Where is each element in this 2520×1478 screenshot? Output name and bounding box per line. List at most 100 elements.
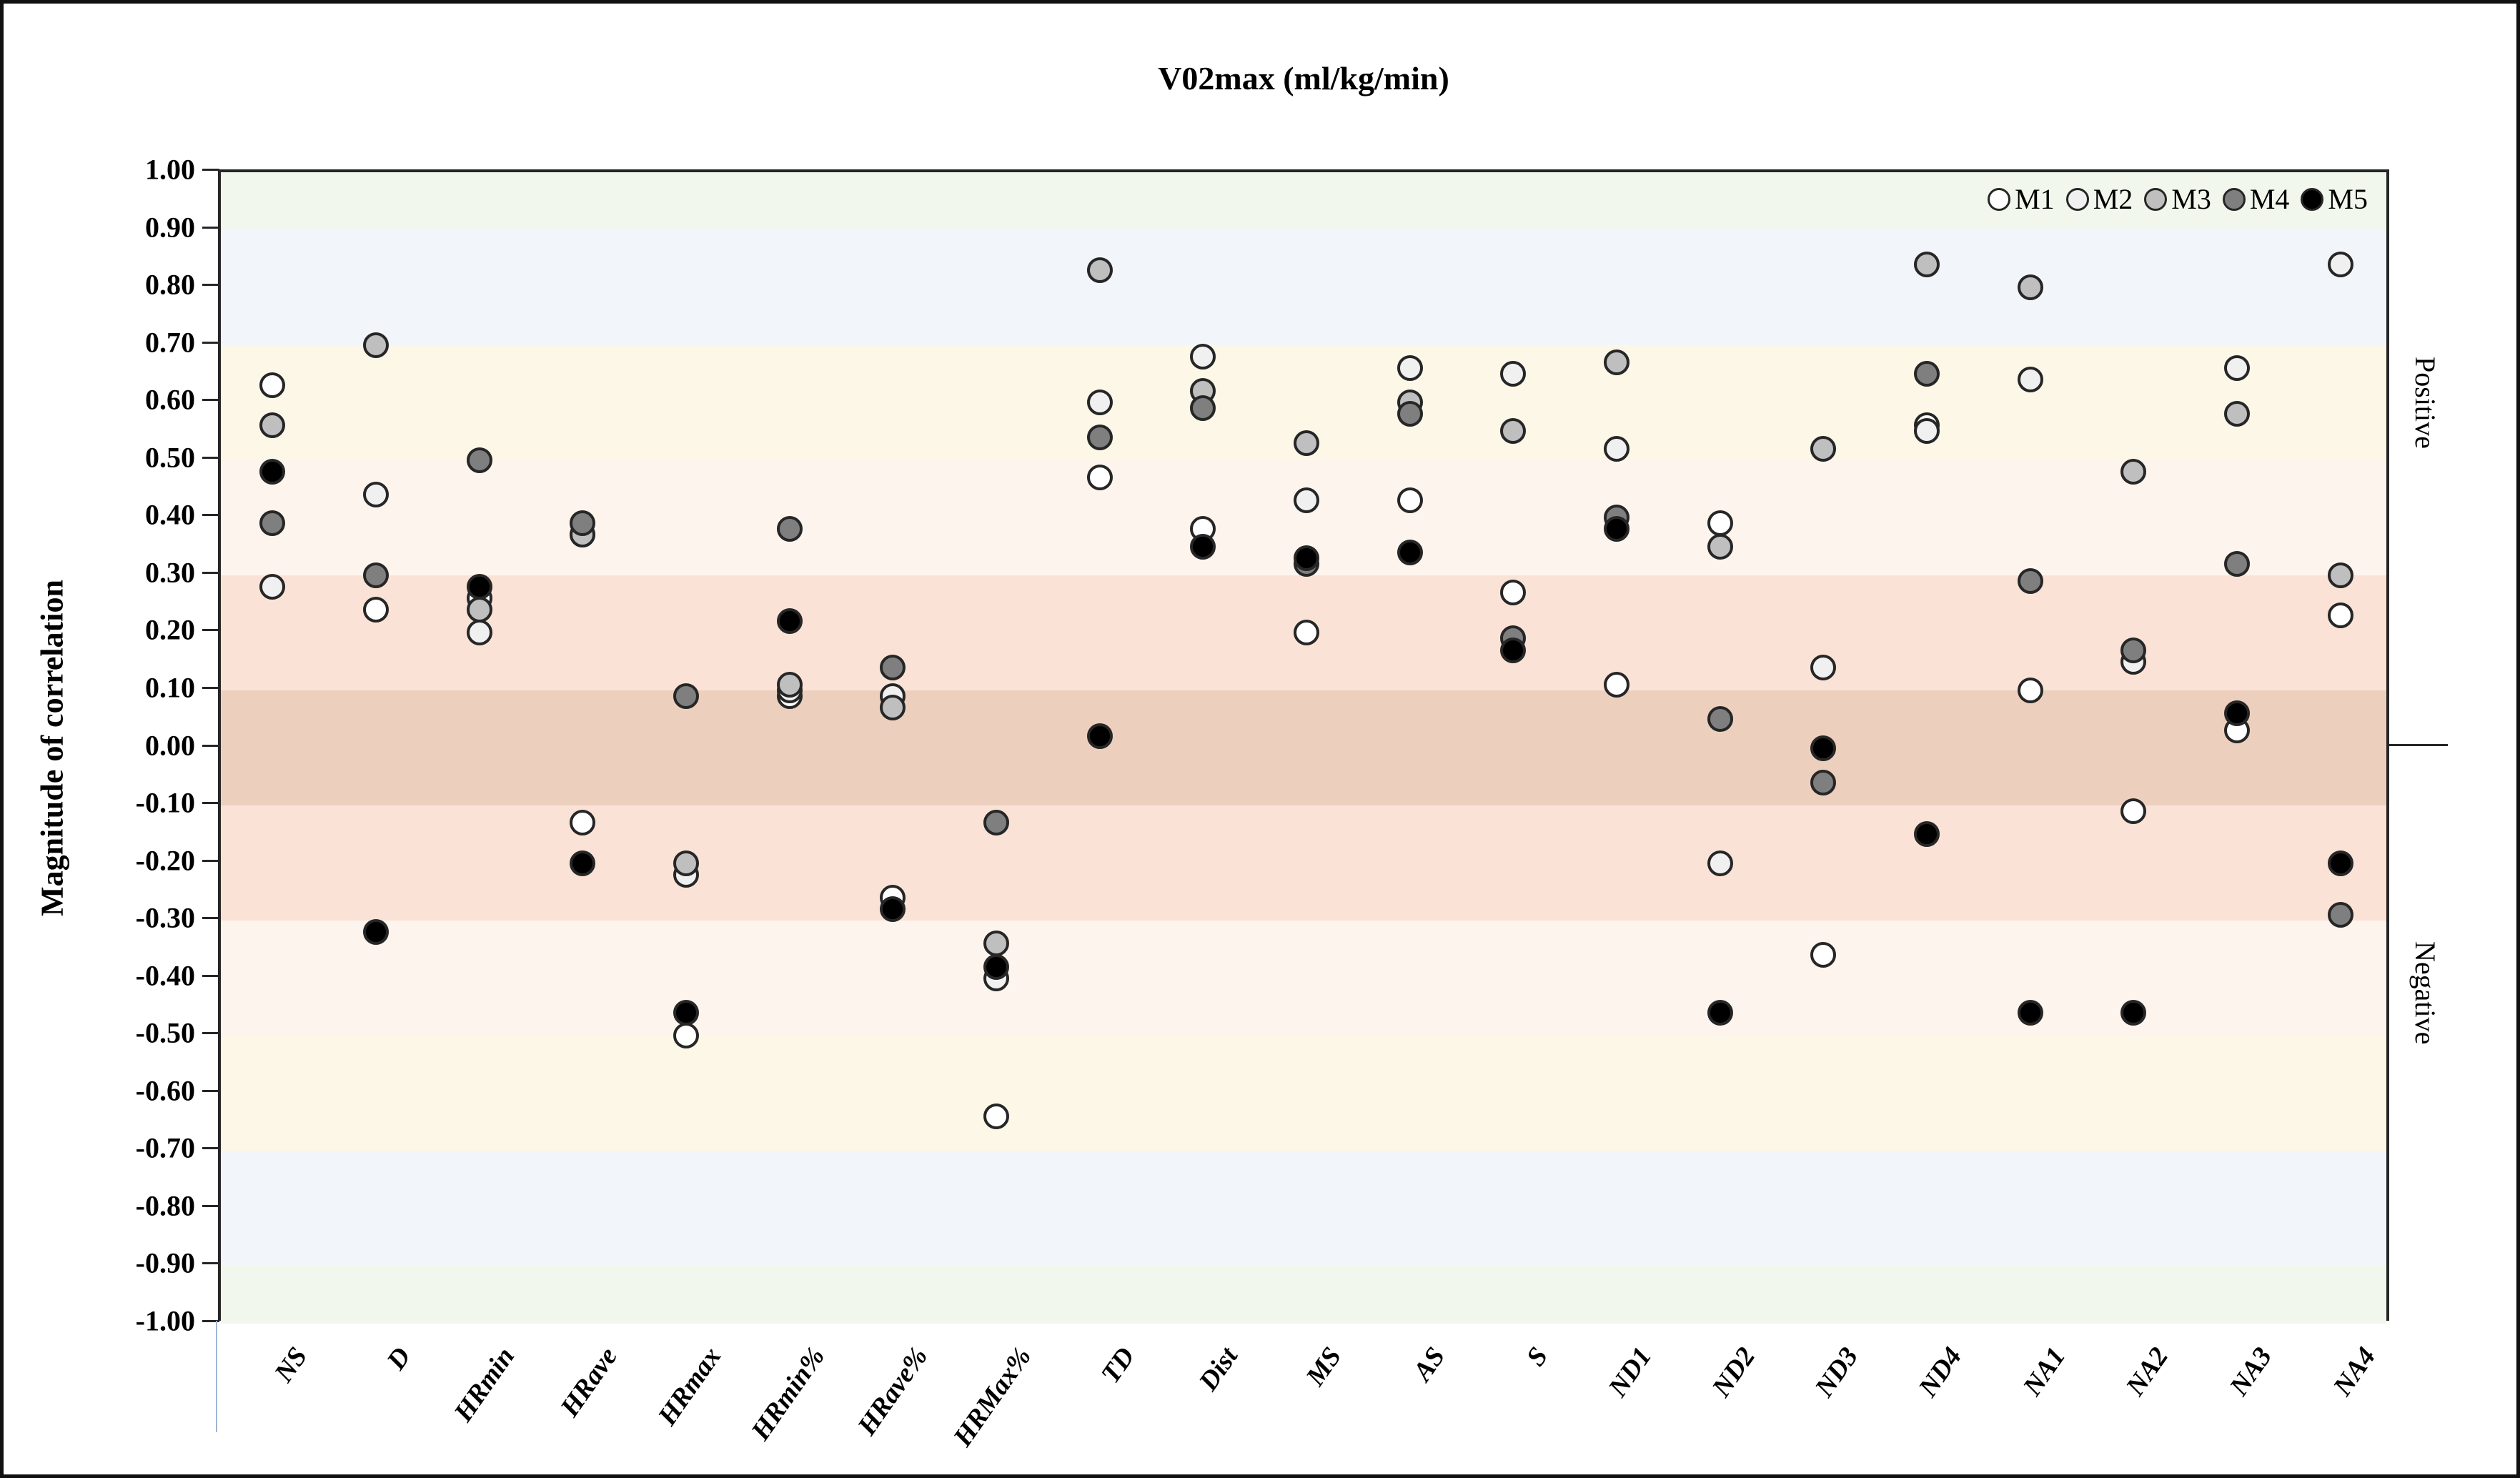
data-point-M1-AS [1397, 487, 1423, 514]
band--0.9-to--0.7 [221, 1151, 2386, 1266]
data-point-M5-ND2 [1707, 1000, 1733, 1026]
data-point-M1-S [1500, 580, 1527, 605]
y-tick-label--0.40: -0.40 [135, 959, 195, 992]
data-point-M3-HRave% [880, 695, 906, 721]
data-point-M3-HRmin [466, 597, 492, 623]
data-point-M2-Dist [1190, 343, 1216, 370]
band--1-to--0.9 [221, 1266, 2386, 1324]
data-point-M1-MS [1294, 620, 1319, 646]
x-label-ND3: ND3 [1809, 1341, 1865, 1403]
legend-item-M3: M3 [2144, 182, 2211, 216]
data-point-M5-NA2 [2120, 1000, 2147, 1026]
y-tick-mark-0.40 [202, 514, 219, 517]
negative-region-label: Negative [2409, 941, 2441, 1045]
data-point-M4-HRmin% [776, 516, 803, 542]
x-axis-extension-line [216, 1321, 217, 1432]
band-0.9-to-1 [221, 172, 2386, 230]
data-point-M5-HRmin [466, 573, 492, 600]
legend-label-M1: M1 [2015, 183, 2055, 215]
legend-item-M2: M2 [2065, 182, 2133, 216]
data-point-M3-NA3 [2224, 401, 2250, 427]
y-tick-label-0.50: 0.50 [145, 441, 195, 474]
data-point-M5-ND4 [1914, 821, 1940, 848]
data-point-M5-AS [1397, 539, 1423, 565]
y-tick-label-0.00: 0.00 [145, 729, 195, 761]
x-label-HRMax%: HRMax% [947, 1341, 1038, 1452]
data-point-M5-Dist [1190, 533, 1216, 560]
data-point-M2-NA1 [2017, 366, 2043, 392]
data-point-M4-NA4 [2327, 902, 2353, 928]
x-label-ND4: ND4 [1913, 1341, 1968, 1403]
data-point-M3-ND2 [1707, 533, 1733, 560]
y-tick-mark-1.00 [202, 169, 219, 171]
y-tick-label--0.20: -0.20 [135, 844, 195, 877]
data-point-M2-ND2 [1707, 850, 1733, 876]
legend-swatch-M2 [2065, 187, 2089, 211]
data-point-M5-ND3 [1810, 735, 1837, 761]
data-point-M3-NS [259, 412, 286, 439]
legend-label-M5: M5 [2328, 183, 2368, 215]
x-label-NS: NS [269, 1341, 314, 1388]
x-label-NA4: NA4 [2327, 1341, 2381, 1402]
y-tick-mark-0.70 [202, 341, 219, 344]
data-point-M4-HRmax [673, 683, 699, 709]
plot-area: M1 M2 M3 M4 M5 [218, 169, 2389, 1324]
data-point-M1-HRMax% [983, 1103, 1009, 1130]
y-tick-label--0.60: -0.60 [135, 1074, 195, 1107]
x-label-D: D [381, 1341, 417, 1376]
y-tick-mark-0.60 [202, 399, 219, 402]
data-point-M1-NA4 [2327, 602, 2353, 629]
data-point-M3-ND3 [1810, 435, 1837, 462]
y-tick-mark-0.30 [202, 571, 219, 574]
legend-label-M2: M2 [2093, 183, 2133, 215]
data-point-M5-ND1 [1604, 516, 1629, 542]
y-tick-label-0.40: 0.40 [145, 498, 195, 531]
legend-label-M3: M3 [2171, 183, 2211, 215]
data-point-M1-ND1 [1604, 671, 1629, 698]
data-point-M4-ND4 [1914, 360, 1940, 387]
data-point-M5-HRmax [673, 1000, 699, 1026]
y-tick-label-1.00: 1.00 [145, 153, 195, 186]
data-point-M4-AS [1397, 401, 1423, 427]
data-point-M4-Dist [1190, 395, 1216, 422]
data-point-M4-ND2 [1707, 706, 1733, 733]
y-tick-label-0.80: 0.80 [145, 268, 195, 301]
legend-swatch-M4 [2222, 187, 2246, 211]
data-point-M5-NA1 [2017, 1000, 2043, 1026]
y-tick-mark--0.10 [202, 802, 219, 805]
y-tick-mark--0.30 [202, 917, 219, 920]
data-point-M3-MS [1294, 430, 1319, 456]
data-point-M1-NA2 [2120, 798, 2147, 825]
data-point-M3-D [363, 332, 389, 358]
data-point-M4-TD [1086, 424, 1113, 450]
data-point-M2-ND3 [1810, 654, 1837, 680]
data-point-M4-NA3 [2224, 550, 2250, 577]
x-label-MS: MS [1300, 1341, 1348, 1392]
data-point-M4-NS [259, 510, 286, 537]
y-tick-mark--0.90 [202, 1262, 219, 1265]
data-point-M4-HRMax% [983, 810, 1009, 836]
y-tick-mark-0.20 [202, 629, 219, 632]
data-point-M5-D [363, 919, 389, 946]
data-point-M2-MS [1294, 487, 1319, 514]
band-0.7-to-0.9 [221, 229, 2386, 345]
band--0.3-to--0.1 [221, 805, 2386, 921]
legend: M1 M2 M3 M4 M5 [1988, 182, 2368, 216]
data-point-M2-D [363, 482, 389, 508]
x-label-HRave: HRave [555, 1341, 624, 1422]
data-point-M1-HRave [570, 810, 596, 836]
x-label-HRmax: HRmax [652, 1341, 728, 1431]
data-point-M2-ND4 [1914, 418, 1940, 445]
x-label-NA2: NA2 [2120, 1341, 2175, 1402]
data-point-M4-HRave [570, 510, 596, 537]
data-point-M5-HRMax% [983, 953, 1009, 980]
x-label-HRmin: HRmin [447, 1341, 520, 1427]
data-point-M5-NS [259, 458, 286, 485]
data-point-M3-HRMax% [983, 931, 1009, 957]
y-tick-label--0.70: -0.70 [135, 1131, 195, 1164]
y-tick-label--0.90: -0.90 [135, 1246, 195, 1279]
data-point-M4-D [363, 562, 389, 588]
data-point-M2-NA4 [2327, 251, 2353, 277]
y-tick-mark--0.20 [202, 859, 219, 862]
data-point-M4-ND3 [1810, 769, 1837, 795]
